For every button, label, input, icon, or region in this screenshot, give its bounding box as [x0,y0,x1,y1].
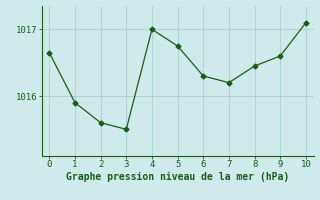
X-axis label: Graphe pression niveau de la mer (hPa): Graphe pression niveau de la mer (hPa) [66,172,289,182]
